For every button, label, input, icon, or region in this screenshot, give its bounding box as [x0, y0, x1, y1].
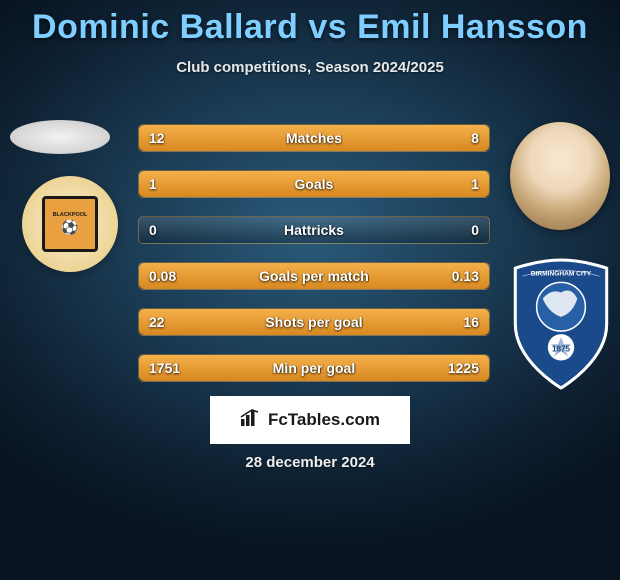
club-left-badge: BLACKPOOL ⚽ — [22, 176, 118, 272]
content-root: Dominic Ballard vs Emil Hansson Club com… — [0, 0, 620, 580]
club-right-founded: 1875 — [552, 344, 571, 353]
stat-label: Goals per match — [259, 268, 369, 284]
stat-value-right: 0 — [471, 222, 479, 238]
club-left-badge-inner: BLACKPOOL ⚽ — [42, 196, 98, 252]
stat-label: Goals — [295, 176, 334, 192]
shield-icon: 1875 BIRMINGHAM CITY — [510, 258, 612, 390]
bar-fill-right — [314, 171, 489, 197]
club-right-name: BIRMINGHAM CITY — [531, 270, 592, 277]
stat-label: Min per goal — [273, 360, 355, 376]
stat-value-right: 1225 — [448, 360, 479, 376]
bar-fill-left — [139, 171, 314, 197]
bar-fill-right — [349, 125, 489, 151]
stat-row: 12 8 Matches — [138, 124, 490, 152]
stat-value-right: 0.13 — [452, 268, 479, 284]
stat-row: 22 16 Shots per goal — [138, 308, 490, 336]
player-right-avatar — [510, 122, 610, 230]
stat-value-left: 1751 — [149, 360, 180, 376]
stat-label: Shots per goal — [265, 314, 362, 330]
stat-value-left: 12 — [149, 130, 165, 146]
stat-value-left: 1 — [149, 176, 157, 192]
page-subtitle: Club competitions, Season 2024/2025 — [0, 59, 620, 76]
chart-icon — [240, 409, 262, 432]
stat-value-right: 1 — [471, 176, 479, 192]
stat-row: 1751 1225 Min per goal — [138, 354, 490, 382]
page-title: Dominic Ballard vs Emil Hansson — [0, 0, 620, 47]
club-left-badge-icon: ⚽ — [61, 219, 78, 236]
stat-row: 1 1 Goals — [138, 170, 490, 198]
stats-bars: 12 8 Matches 1 1 Goals 0 0 Hattricks 0.08 0.13 Goal… — [138, 124, 490, 400]
player-left-avatar — [10, 120, 110, 154]
stat-value-left: 22 — [149, 314, 165, 330]
stat-label: Hattricks — [284, 222, 344, 238]
watermark: FcTables.com — [210, 396, 410, 444]
club-right-badge: 1875 BIRMINGHAM CITY — [510, 258, 612, 390]
stat-row: 0.08 0.13 Goals per match — [138, 262, 490, 290]
date-text: 28 december 2024 — [245, 454, 374, 471]
watermark-text: FcTables.com — [268, 410, 380, 430]
stat-row: 0 0 Hattricks — [138, 216, 490, 244]
stat-value-left: 0.08 — [149, 268, 176, 284]
stat-label: Matches — [286, 130, 342, 146]
stat-value-right: 8 — [471, 130, 479, 146]
stat-value-left: 0 — [149, 222, 157, 238]
stat-value-right: 16 — [463, 314, 479, 330]
